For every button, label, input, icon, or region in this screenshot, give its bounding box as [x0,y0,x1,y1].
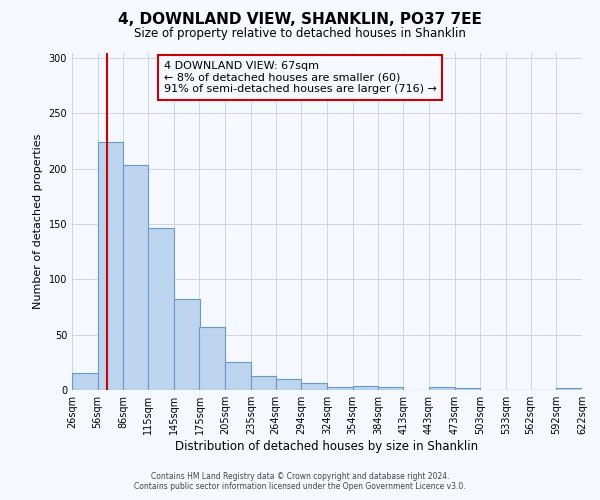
Text: 4 DOWNLAND VIEW: 67sqm
← 8% of detached houses are smaller (60)
91% of semi-deta: 4 DOWNLAND VIEW: 67sqm ← 8% of detached … [164,61,437,94]
Bar [327,386,353,390]
Bar [124,166,148,390]
Text: Contains HM Land Registry data © Crown copyright and database right 2024.
Contai: Contains HM Land Registry data © Crown c… [134,472,466,491]
Bar [379,386,403,390]
Bar [455,388,480,390]
Text: Size of property relative to detached houses in Shanklin: Size of property relative to detached ho… [134,28,466,40]
Bar [98,142,124,390]
Bar [353,386,379,390]
Bar [225,362,251,390]
Bar [429,386,455,390]
Bar [275,379,301,390]
Bar [199,327,225,390]
Bar [556,388,582,390]
Bar [174,300,199,390]
X-axis label: Distribution of detached houses by size in Shanklin: Distribution of detached houses by size … [175,440,479,453]
Y-axis label: Number of detached properties: Number of detached properties [33,134,43,309]
Bar [251,376,275,390]
Text: 4, DOWNLAND VIEW, SHANKLIN, PO37 7EE: 4, DOWNLAND VIEW, SHANKLIN, PO37 7EE [118,12,482,28]
Bar [148,228,174,390]
Bar [72,374,98,390]
Bar [301,384,327,390]
